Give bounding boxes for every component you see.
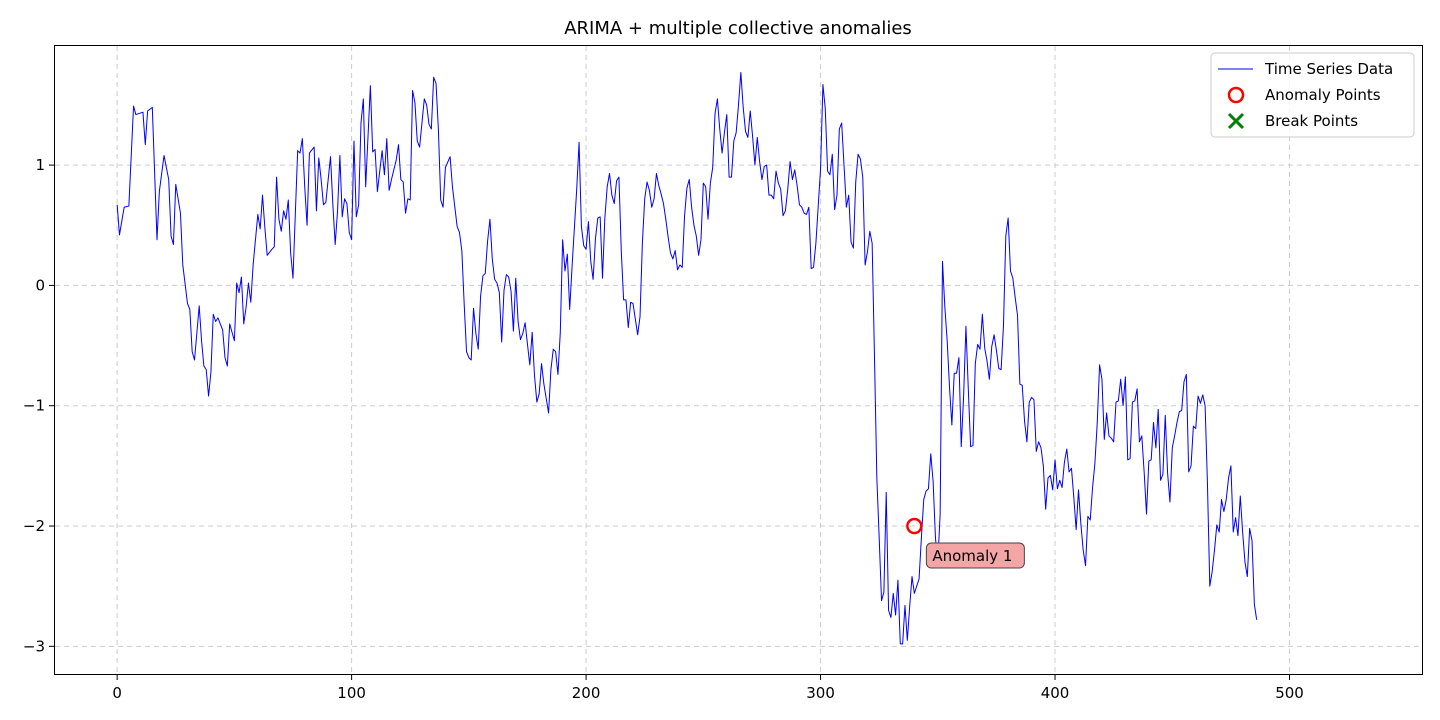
series-line-time-series-data (116, 71, 1258, 645)
y-tick-label: −2 (23, 517, 45, 535)
y-axis: −3 −2 −1 0 1 (23, 156, 55, 655)
x-tick-label: 500 (1275, 684, 1304, 702)
anomaly-annotation-label: Anomaly 1 (932, 547, 1012, 565)
grid (55, 46, 1422, 674)
legend-box (1210, 52, 1415, 138)
x-tick-label: 300 (806, 684, 835, 702)
chart-title: ARIMA + multiple collective anomalies (564, 18, 912, 39)
legend-break-marker (1227, 112, 1245, 130)
plot-frame (54, 45, 1423, 675)
y-tick-label: −3 (23, 637, 45, 655)
y-tick-label: 0 (35, 276, 45, 294)
legend: Time Series Data Anomaly Points Break Po… (1210, 52, 1415, 138)
anomaly-annotation-box (925, 542, 1025, 569)
anomaly-point-marker (906, 517, 923, 535)
x-tick-label: 0 (112, 684, 122, 702)
legend-entry-anomaly-points: Anomaly Points (1265, 86, 1381, 104)
x-tick-label: 400 (1041, 684, 1070, 702)
legend-entry-break-points: Break Points (1265, 112, 1358, 130)
x-tick-label: 100 (337, 684, 366, 702)
y-tick-label: 1 (35, 156, 45, 174)
legend-anomaly-marker (1227, 86, 1245, 104)
marker-layer: Anomaly 1 (906, 517, 1025, 569)
y-tick-label: −1 (23, 397, 45, 415)
x-tick-label: 200 (572, 684, 601, 702)
legend-entry-time-series: Time Series Data (1264, 60, 1393, 78)
x-axis: 0 100 200 300 400 500 (112, 674, 1304, 702)
series-layer (116, 71, 1258, 645)
